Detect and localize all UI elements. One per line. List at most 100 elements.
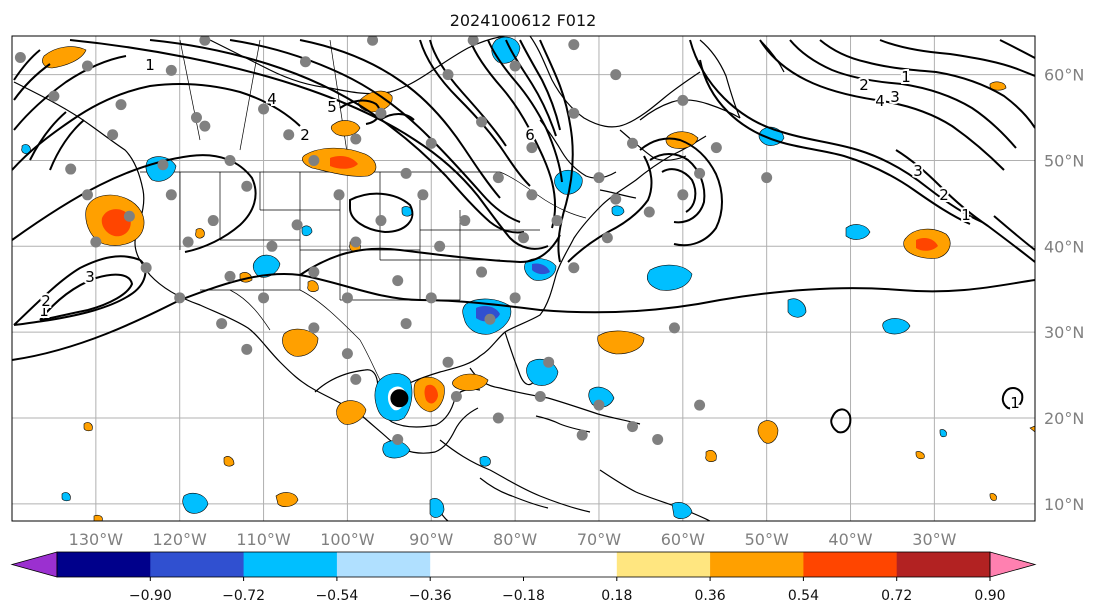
station-point	[81, 60, 93, 72]
station-point	[350, 133, 362, 145]
contour-label: 2	[859, 76, 869, 94]
lon-tick-label: 30°W	[912, 530, 956, 549]
colorbar-min-extension	[10, 551, 58, 578]
contour-label: 1	[39, 302, 49, 320]
contour-lines	[12, 39, 1035, 434]
station-point	[677, 94, 689, 106]
station-points	[14, 36, 773, 445]
station-point	[308, 266, 320, 278]
station-point	[652, 433, 664, 445]
station-point	[258, 103, 270, 115]
colorbar-tick-label: 0.36	[695, 588, 726, 604]
contour-label: 5	[327, 98, 337, 116]
lat-tick-label: 60°N	[1044, 66, 1084, 85]
contour-label: 4	[267, 90, 277, 108]
station-point	[627, 137, 639, 149]
station-point	[568, 39, 580, 51]
colorbar-tick-label: −0.90	[129, 588, 172, 604]
lon-tick-label: 60°W	[661, 530, 705, 549]
station-point	[551, 215, 563, 227]
station-point	[484, 313, 496, 325]
station-point	[761, 172, 773, 184]
station-point	[668, 322, 680, 334]
station-point	[543, 356, 555, 368]
contour-label: 3	[85, 268, 95, 286]
contour-label: 6	[525, 126, 535, 144]
lat-tick-label: 30°N	[1044, 323, 1084, 342]
station-point	[174, 292, 186, 304]
storm-center-marker	[390, 389, 409, 408]
station-point	[568, 107, 580, 119]
contour-label: 2	[41, 292, 51, 310]
lat-tick-label: 40°N	[1044, 237, 1084, 256]
station-point	[165, 189, 177, 201]
lon-tick-label: 70°W	[577, 530, 621, 549]
colorbar-segment	[57, 552, 151, 577]
lon-tick-label: 100°W	[320, 530, 375, 549]
station-point	[392, 275, 404, 287]
station-point	[367, 36, 379, 46]
station-point	[434, 240, 446, 252]
contour-label: 1	[145, 56, 155, 74]
station-point	[459, 215, 471, 227]
station-point	[509, 60, 521, 72]
station-point	[258, 292, 270, 304]
station-point	[450, 391, 462, 403]
station-point	[400, 167, 412, 179]
station-point	[333, 189, 345, 201]
contour-label: 3	[890, 88, 900, 106]
contour-label: 1	[1010, 394, 1020, 412]
station-point	[107, 129, 119, 141]
station-point	[467, 36, 479, 46]
station-point	[140, 262, 152, 274]
colorbar-segment	[430, 552, 524, 577]
longitude-tick-labels: 130°W 120°W 110°W 100°W 90°W 80°W 70°W 60°W 50°W…	[69, 530, 957, 549]
station-point	[476, 116, 488, 128]
station-point	[526, 142, 538, 154]
station-point	[392, 433, 404, 445]
contour-label: 1	[901, 68, 911, 86]
lon-tick-label: 50°W	[745, 530, 789, 549]
colorbar-tick-label: −0.54	[315, 588, 358, 604]
colorbar-segment	[616, 552, 711, 577]
colorbar-tick-label: 0.90	[974, 588, 1005, 604]
station-point	[610, 69, 622, 81]
station-point	[190, 112, 202, 124]
station-point	[509, 292, 521, 304]
contour-label: 4	[875, 92, 885, 110]
station-point	[182, 236, 194, 248]
station-point	[576, 429, 588, 441]
contour-label: 2	[939, 186, 949, 204]
station-point	[241, 343, 253, 355]
contour-label: 2	[300, 126, 310, 144]
station-point	[341, 348, 353, 360]
station-point	[308, 322, 320, 334]
station-point	[224, 154, 236, 166]
station-point	[157, 159, 169, 171]
station-point	[308, 154, 320, 166]
lat-tick-label: 10°N	[1044, 495, 1084, 514]
station-point	[710, 142, 722, 154]
station-point	[694, 399, 706, 411]
station-point	[123, 210, 135, 222]
station-point	[442, 69, 454, 81]
lon-tick-label: 120°W	[153, 530, 208, 549]
colorbar-tick-label: 0.54	[788, 588, 819, 604]
station-point	[677, 189, 689, 201]
station-point	[81, 189, 93, 201]
station-point	[518, 232, 529, 244]
station-point	[476, 266, 488, 278]
station-point	[601, 232, 613, 244]
storm-center-dot	[390, 389, 409, 408]
colorbar-segment	[803, 552, 898, 577]
station-point	[375, 107, 387, 119]
colorbar-tick-label: −0.36	[409, 588, 452, 604]
colorbar-segment	[150, 552, 245, 577]
station-point	[241, 180, 253, 192]
map-title: 2024100612 F012	[450, 11, 597, 30]
station-point	[341, 292, 353, 304]
contour-label: 1	[961, 206, 971, 224]
colorbar	[10, 551, 1037, 578]
station-point	[65, 163, 77, 175]
